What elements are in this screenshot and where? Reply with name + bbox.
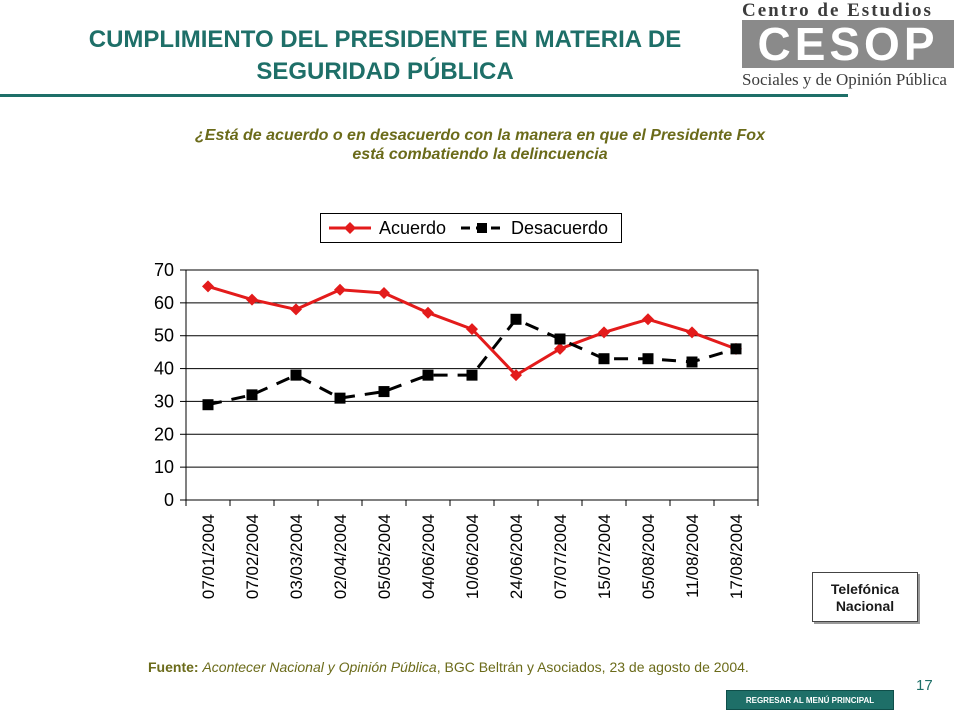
y-tick-label: 30 <box>154 391 174 411</box>
legend-acuerdo-label: Acuerdo <box>379 218 447 238</box>
y-tick-label: 20 <box>154 424 174 444</box>
title-divider <box>0 94 848 97</box>
data-point-desacuerdo <box>730 343 742 355</box>
data-point-acuerdo <box>466 323 478 336</box>
data-point-desacuerdo <box>290 369 302 381</box>
x-tick-label: 15/07/2004 <box>595 514 614 599</box>
x-tick-label: 10/06/2004 <box>463 514 482 599</box>
data-point-acuerdo <box>686 326 698 339</box>
callout-line1: Telefónica <box>830 581 900 597</box>
series-layer <box>202 280 742 411</box>
data-point-desacuerdo <box>202 399 214 411</box>
page-number: 17 <box>916 677 933 694</box>
data-point-desacuerdo <box>554 333 566 345</box>
logo-bottom-text: Sociales y de Opinión Pública <box>742 70 947 89</box>
data-point-acuerdo <box>598 326 610 339</box>
x-tick-label: 07/01/2004 <box>199 514 218 599</box>
y-tick-label: 40 <box>154 359 174 379</box>
x-tick-label: 17/08/2004 <box>727 514 746 599</box>
source-publication: Acontecer Nacional y Opinión Pública <box>202 659 437 675</box>
data-point-acuerdo <box>422 306 434 319</box>
x-tick-label: 02/04/2004 <box>331 514 350 599</box>
x-tick-label: 24/06/2004 <box>507 514 526 599</box>
y-tick-label: 10 <box>154 457 174 477</box>
axis-layer <box>180 269 759 506</box>
y-tick-label: 70 <box>154 260 174 280</box>
data-point-acuerdo <box>510 369 522 382</box>
data-point-acuerdo <box>290 303 302 316</box>
y-tick-label: 60 <box>154 293 174 313</box>
y-tick-label: 0 <box>164 490 174 510</box>
plot-frame <box>185 269 759 501</box>
chart-legend: Acuerdo Desacuerdo <box>320 213 622 243</box>
grid-layer <box>186 269 758 468</box>
back-to-main-menu-button[interactable]: REGRESAR AL MENÚ PRINCIPAL <box>726 690 894 710</box>
legend-swatches <box>329 222 505 234</box>
data-point-desacuerdo <box>378 386 390 398</box>
data-point-desacuerdo <box>598 353 610 365</box>
data-point-desacuerdo <box>510 313 522 325</box>
data-point-desacuerdo <box>642 353 654 365</box>
survey-question-line1: ¿Está de acuerdo o en desacuerdo con la … <box>195 127 765 144</box>
data-point-acuerdo <box>642 313 654 326</box>
label-layer: 0 10 20 30 40 50 60 70 07/01/2004 07/02/2004 03/03… <box>154 260 746 599</box>
data-point-acuerdo <box>202 280 214 293</box>
legend-desacuerdo-label: Desacuerdo <box>511 218 609 238</box>
x-tick-label: 04/06/2004 <box>419 514 438 599</box>
page-title: CUMPLIMIENTO DEL PRESIDENTE EN MATERIA D… <box>40 24 730 88</box>
x-tick-label: 07/07/2004 <box>551 514 570 599</box>
cesop-logo: Centro de Estudios CESOP Sociales y de O… <box>736 0 960 96</box>
data-point-desacuerdo <box>686 356 698 368</box>
survey-question: ¿Está de acuerdo o en desacuerdo con la … <box>100 126 860 164</box>
logo-mark: CESOP <box>742 20 954 68</box>
x-tick-label: 07/02/2004 <box>243 514 262 599</box>
data-point-desacuerdo <box>466 369 478 381</box>
x-tick-label: 05/05/2004 <box>375 514 394 599</box>
data-point-desacuerdo <box>246 389 258 401</box>
x-tick-label: 11/08/2004 <box>683 514 702 598</box>
data-point-desacuerdo <box>334 392 346 404</box>
data-point-desacuerdo <box>422 369 434 381</box>
data-point-acuerdo <box>554 342 566 355</box>
source-rest: , BGC Beltrán y Asociados, 23 de agosto … <box>436 659 749 675</box>
x-tick-label: 05/08/2004 <box>639 514 658 599</box>
source-label: Fuente: <box>148 659 199 675</box>
data-point-acuerdo <box>246 293 258 306</box>
page-title-line1: CUMPLIMIENTO DEL PRESIDENTE EN MATERIA D… <box>88 26 682 53</box>
source-note: Fuente: Acontecer Nacional y Opinión Púb… <box>148 659 749 675</box>
data-point-acuerdo <box>334 283 346 296</box>
logo-top-text: Centro de Estudios <box>742 0 933 21</box>
legend-acuerdo-marker <box>344 222 356 234</box>
callout-line2: Nacional <box>835 598 895 614</box>
page-title-line2: SEGURIDAD PÚBLICA <box>256 58 514 85</box>
survey-question-line2: está combatiendo la delincuencia <box>352 146 608 163</box>
y-tick-label: 50 <box>154 326 174 346</box>
data-point-acuerdo <box>378 287 390 299</box>
x-tick-label: 03/03/2004 <box>287 514 306 599</box>
telephone-survey-callout: Telefónica Nacional <box>812 572 918 622</box>
legend-desacuerdo-marker <box>477 223 487 233</box>
